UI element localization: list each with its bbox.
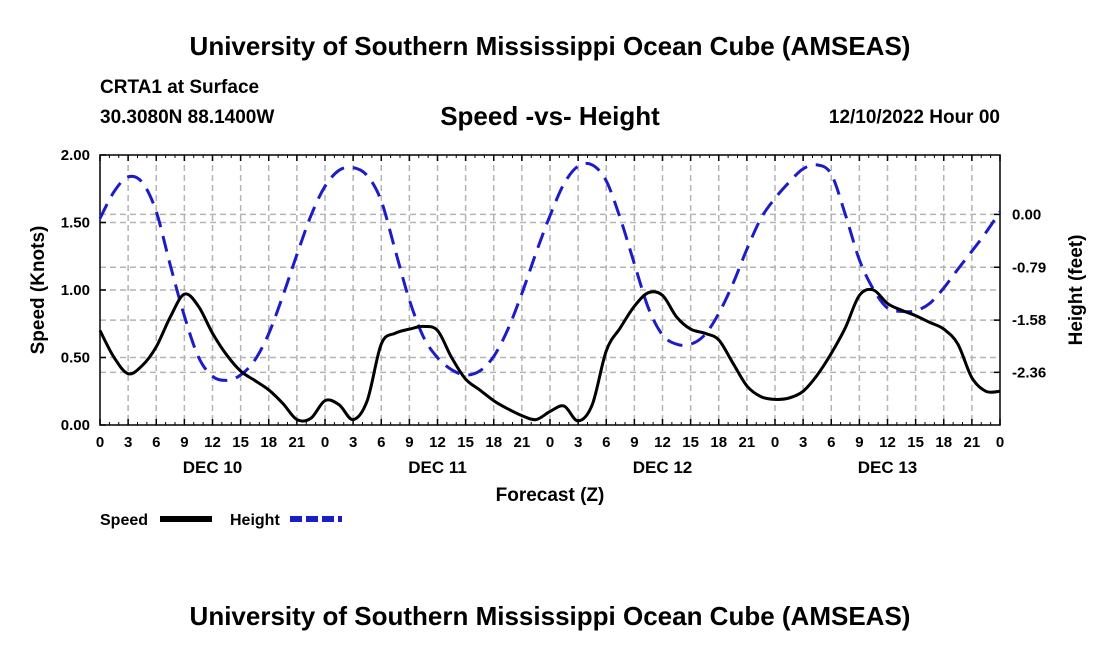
x-tick-label: 0 [996, 434, 1004, 451]
x-tick-label: 15 [457, 434, 474, 451]
day-label: DEC 10 [183, 458, 243, 477]
x-tick-label: 21 [964, 434, 981, 451]
station-label: CRTA1 at Surface [100, 77, 260, 98]
x-tick-label: 0 [546, 434, 554, 451]
x-tick-label: 15 [682, 434, 699, 451]
x-tick-label: 21 [289, 434, 306, 451]
legend-label-height: Height [230, 512, 280, 529]
day-label: DEC 11 [408, 458, 467, 477]
y-tick-label-left: 1.50 [61, 215, 90, 232]
forecast-datetime: 12/10/2022 Hour 00 [828, 107, 1000, 128]
y-tick-label-left: 0.50 [61, 350, 90, 367]
legend-label-speed: Speed [100, 512, 148, 529]
y-tick-label-left: 0.00 [61, 417, 90, 434]
x-tick-label: 9 [405, 434, 413, 451]
x-tick-label: 18 [260, 434, 277, 451]
x-axis-title: Forecast (Z) [496, 485, 605, 506]
x-tick-label: 3 [574, 434, 582, 451]
y-tick-label-right: -0.79 [1012, 259, 1046, 276]
x-tick-label: 6 [377, 434, 385, 451]
page-title-bottom: University of Southern Mississippi Ocean… [189, 601, 911, 631]
y-tick-label-right: -1.58 [1012, 312, 1046, 329]
x-tick-label: 18 [935, 434, 952, 451]
x-tick-label: 15 [907, 434, 924, 451]
x-tick-label: 12 [429, 434, 446, 451]
page-title-top: University of Southern Mississippi Ocean… [189, 31, 911, 61]
y-tick-label-right: -2.36 [1012, 364, 1046, 381]
x-tick-label: 15 [232, 434, 249, 451]
y-tick-label-right: 0.00 [1012, 206, 1041, 223]
x-tick-label: 0 [321, 434, 329, 451]
day-label: DEC 12 [633, 458, 693, 477]
x-tick-label: 12 [879, 434, 896, 451]
x-tick-label: 0 [771, 434, 779, 451]
day-label: DEC 13 [858, 458, 918, 477]
x-tick-label: 18 [485, 434, 502, 451]
y-axis-title-left: Speed (Knots) [28, 226, 49, 355]
x-tick-label: 0 [96, 434, 104, 451]
height-series-line [98, 161, 1002, 382]
coordinates-label: 30.3080N 88.1400W [100, 107, 275, 128]
speed-series-line [98, 287, 1001, 423]
y-axis-title-right: Height (feet) [1066, 235, 1087, 346]
x-tick-label: 3 [124, 434, 132, 451]
x-tick-label: 6 [152, 434, 160, 451]
x-tick-label: 3 [349, 434, 357, 451]
y-tick-label-left: 2.00 [61, 147, 90, 164]
x-tick-label: 18 [710, 434, 727, 451]
x-tick-label: 12 [654, 434, 671, 451]
x-tick-label: 6 [602, 434, 610, 451]
x-tick-label: 21 [514, 434, 531, 451]
x-tick-label: 3 [799, 434, 807, 451]
x-tick-label: 9 [630, 434, 638, 451]
x-tick-label: 6 [827, 434, 835, 451]
x-tick-label: 12 [204, 434, 221, 451]
y-tick-label-left: 1.00 [61, 282, 90, 299]
x-tick-label: 9 [855, 434, 863, 451]
x-tick-label: 9 [180, 434, 188, 451]
x-tick-label: 21 [739, 434, 756, 451]
chart-title: Speed -vs- Height [440, 101, 660, 131]
